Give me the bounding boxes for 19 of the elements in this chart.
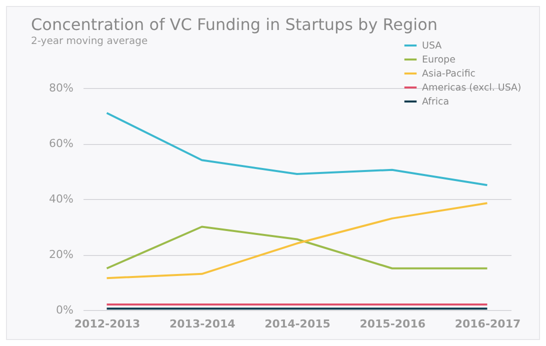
chart-title: Concentration of VC Funding in Startups by Region — [31, 15, 438, 34]
chart-subtitle: 2-year moving average — [31, 36, 148, 47]
y-tick-label: 80% — [49, 82, 74, 94]
legend-label: Africa — [422, 96, 450, 108]
legend-label: Americas (excl. USA) — [422, 82, 522, 94]
x-tick-label: 2016-2017 — [454, 318, 521, 330]
legend-label: USA — [422, 40, 442, 52]
y-tick-label: 40% — [49, 192, 74, 206]
x-tick-label: 2013-2014 — [169, 318, 236, 330]
x-tick-label: 2014-2015 — [264, 318, 330, 330]
line-series — [106, 112, 488, 186]
line-series — [106, 202, 488, 280]
y-tick-label: 60% — [49, 137, 74, 150]
y-tick-label: 0% — [56, 304, 74, 316]
x-tick-label: 2015-2016 — [360, 318, 426, 330]
x-tick-label: 2012-2013 — [74, 318, 140, 330]
y-tick-label: 20% — [49, 248, 74, 261]
legend-label: Asia-Pacific — [422, 68, 476, 80]
legend-label: Europe — [422, 54, 456, 66]
